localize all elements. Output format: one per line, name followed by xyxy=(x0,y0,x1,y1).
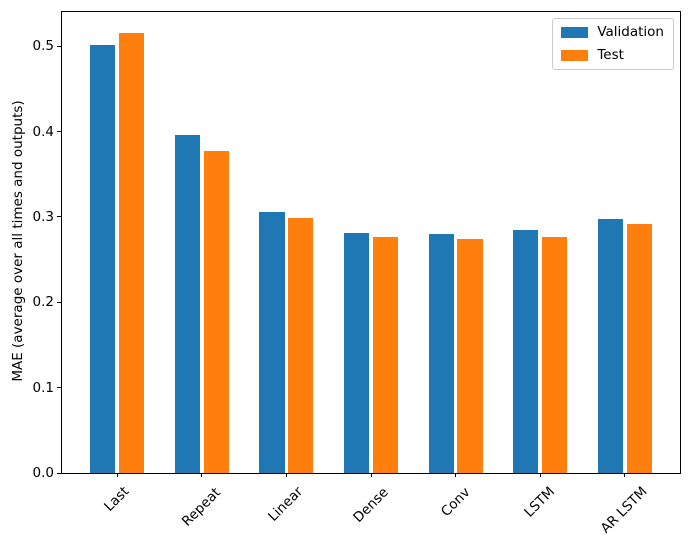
x-tick-label-ar-lstm: AR LSTM xyxy=(597,484,651,538)
x-tick-label-conv: Conv xyxy=(437,483,474,520)
y-tick-mark-0.0 xyxy=(57,472,61,474)
x-tick-mark-conv xyxy=(455,473,457,477)
legend-swatch-test xyxy=(561,49,589,61)
legend-label-test: Test xyxy=(597,47,624,63)
x-tick-mark-ar-lstm xyxy=(624,473,626,477)
plot-area: Validation Test Last Repeat Linear Dense Conv… xyxy=(33,11,681,537)
bar-test-last xyxy=(118,32,145,473)
y-tick-mark-0.4 xyxy=(57,131,61,132)
y-tick-label-0.5: 0.5 xyxy=(32,38,54,55)
x-tick-label-lstm: LSTM xyxy=(521,483,559,521)
x-tick-mark-dense xyxy=(370,473,372,477)
bar-validation-dense xyxy=(343,233,370,473)
bar-test-linear xyxy=(288,217,314,473)
bar-validation-last xyxy=(90,45,116,473)
bar-test-dense xyxy=(372,236,399,473)
y-tick-label-0.0: 0.0 xyxy=(32,465,54,481)
legend-label-validation: Validation xyxy=(597,24,664,40)
x-tick-mark-last xyxy=(116,473,118,477)
bar-test-lstm xyxy=(541,237,568,473)
bar-test-conv xyxy=(457,239,483,473)
y-tick-mark-0.1 xyxy=(57,387,61,389)
y-tick-label-0.1: 0.1 xyxy=(32,379,54,396)
y-axis-label: MAE (average over all times and outputs) xyxy=(10,100,26,382)
bar-test-repeat xyxy=(203,151,229,473)
bar-validation-repeat xyxy=(174,134,201,473)
bar-validation-ar-lstm xyxy=(597,218,624,473)
x-tick-label-dense: Dense xyxy=(349,484,392,526)
y-tick-label-0.4: 0.4 xyxy=(32,123,54,140)
legend: Validation Test xyxy=(552,18,674,70)
bar-test-ar-lstm xyxy=(626,223,652,473)
y-tick-mark-0.5 xyxy=(57,45,61,47)
bar-validation-linear xyxy=(259,211,285,473)
legend-entry-validation: Validation xyxy=(561,24,664,40)
legend-swatch-validation xyxy=(561,26,589,38)
bar-validation-lstm xyxy=(513,229,539,473)
y-tick-mark-0.3 xyxy=(57,216,61,218)
x-tick-label-linear: Linear xyxy=(265,484,307,526)
y-tick-label-0.2: 0.2 xyxy=(32,294,54,311)
x-tick-label-last: Last xyxy=(101,483,133,516)
x-tick-mark-repeat xyxy=(201,473,203,477)
y-tick-label-0.3: 0.3 xyxy=(32,208,54,225)
y-tick-mark-0.2 xyxy=(57,301,61,303)
x-tick-mark-lstm xyxy=(539,473,541,477)
x-tick-label-repeat: Repeat xyxy=(178,484,224,530)
bar-validation-conv xyxy=(428,234,454,473)
x-tick-mark-linear xyxy=(285,473,287,477)
legend-entry-test: Test xyxy=(561,47,664,63)
